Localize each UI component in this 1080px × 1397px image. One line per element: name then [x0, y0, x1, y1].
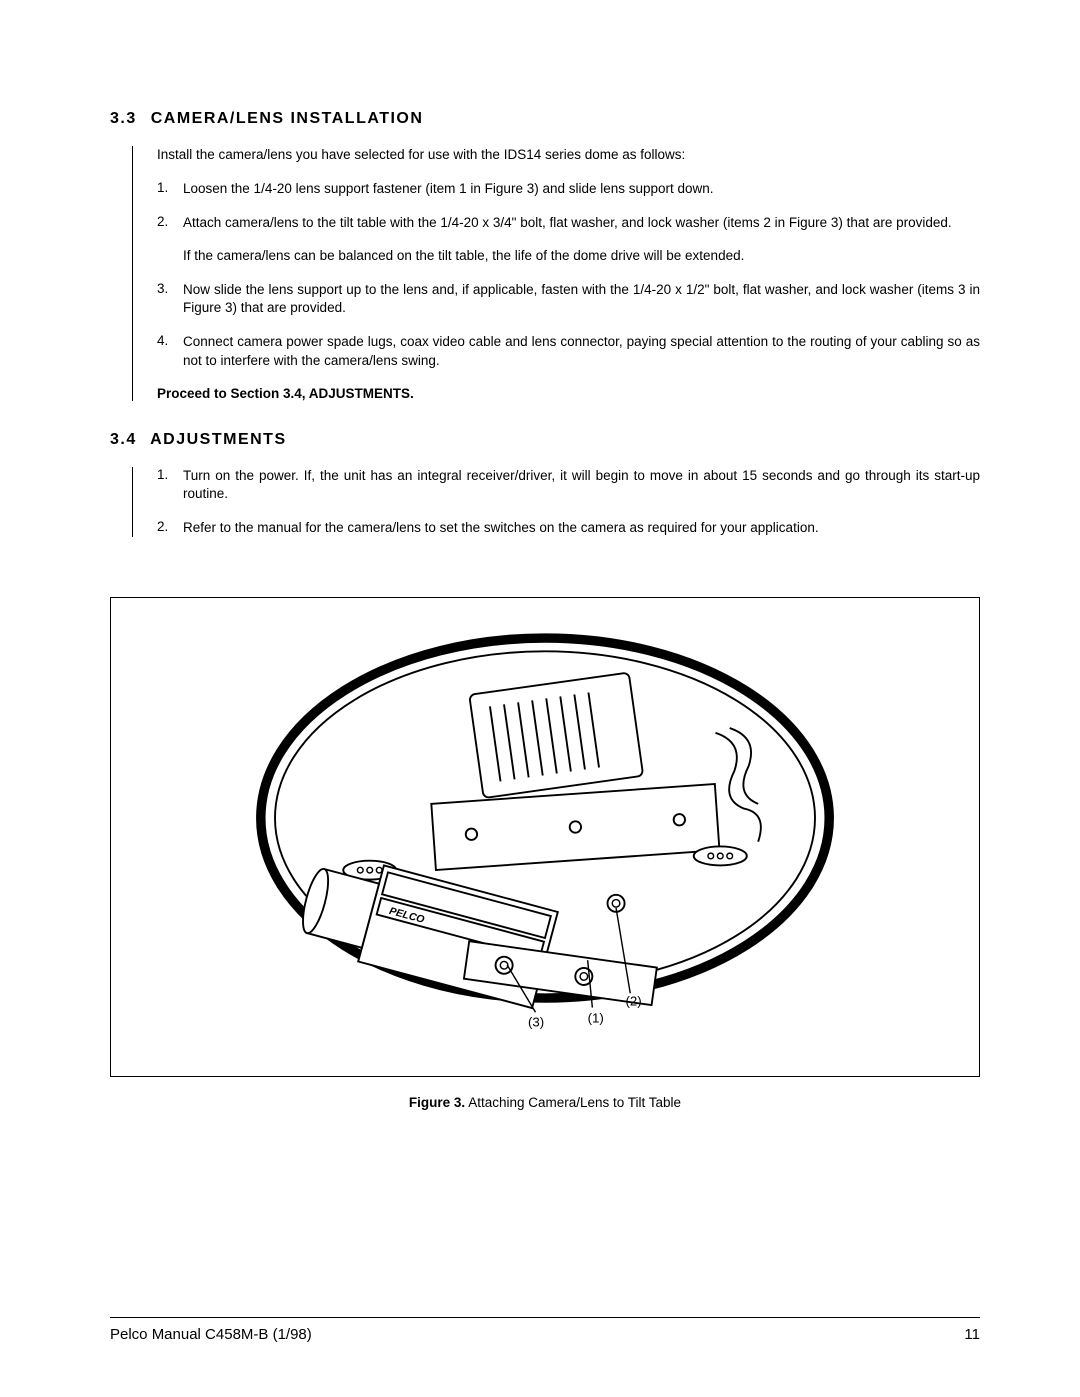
adjust-step: 1. Turn on the power. If, the unit has a…	[157, 467, 980, 503]
callout-3: (3)	[528, 1015, 544, 1030]
section-heading-install: 3.3 CAMERA/LENS INSTALLATION	[110, 110, 980, 128]
step-text-extra: If the camera/lens can be balanced on th…	[183, 247, 980, 265]
install-steps: 1. Loosen the 1/4-20 lens support fasten…	[157, 180, 980, 370]
step-number: 2.	[157, 214, 183, 264]
section-number: 3.3	[110, 110, 137, 127]
section-body-adjust: 1. Turn on the power. If, the unit has a…	[132, 467, 980, 538]
footer-left: Pelco Manual C458M-B (1/98)	[110, 1326, 312, 1343]
step-number: 3.	[157, 281, 183, 317]
section-title: CAMERA/LENS INSTALLATION	[151, 110, 424, 127]
install-step: 2. Attach camera/lens to the tilt table …	[157, 214, 980, 264]
figure-box: PELCO	[110, 597, 980, 1077]
camera-diagram-icon: PELCO	[185, 617, 905, 1057]
figure-caption-label: Figure 3.	[409, 1095, 465, 1110]
step-number: 4.	[157, 333, 183, 369]
adjust-step: 2. Refer to the manual for the camera/le…	[157, 519, 980, 537]
page-footer: Pelco Manual C458M-B (1/98) 11	[110, 1317, 980, 1343]
step-text: Now slide the lens support up to the len…	[183, 281, 980, 317]
callout-2: (2)	[626, 994, 642, 1009]
adjust-steps: 1. Turn on the power. If, the unit has a…	[157, 467, 980, 538]
footer-right: 11	[964, 1326, 980, 1343]
install-intro: Install the camera/lens you have selecte…	[157, 146, 980, 164]
figure-diagram: PELCO	[111, 598, 979, 1076]
step-number: 1.	[157, 467, 183, 503]
section-body-install: Install the camera/lens you have selecte…	[132, 146, 980, 401]
section-title: ADJUSTMENTS	[150, 431, 287, 448]
step-text: Attach camera/lens to the tilt table wit…	[183, 214, 980, 264]
install-step: 1. Loosen the 1/4-20 lens support fasten…	[157, 180, 980, 198]
step-text: Loosen the 1/4-20 lens support fastener …	[183, 180, 980, 198]
proceed-text: Proceed to Section 3.4, ADJUSTMENTS.	[157, 386, 980, 401]
callout-1: (1)	[588, 1011, 604, 1026]
install-step: 4. Connect camera power spade lugs, coax…	[157, 333, 980, 369]
figure-caption-text: Attaching Camera/Lens to Tilt Table	[465, 1095, 681, 1110]
step-text-main: Attach camera/lens to the tilt table wit…	[183, 215, 952, 230]
step-text: Refer to the manual for the camera/lens …	[183, 519, 980, 537]
step-number: 1.	[157, 180, 183, 198]
step-number: 2.	[157, 519, 183, 537]
step-text: Turn on the power. If, the unit has an i…	[183, 467, 980, 503]
section-heading-adjust: 3.4 ADJUSTMENTS	[110, 431, 980, 449]
section-number: 3.4	[110, 431, 137, 448]
figure-caption: Figure 3. Attaching Camera/Lens to Tilt …	[110, 1095, 980, 1110]
step-text: Connect camera power spade lugs, coax vi…	[183, 333, 980, 369]
install-step: 3. Now slide the lens support up to the …	[157, 281, 980, 317]
